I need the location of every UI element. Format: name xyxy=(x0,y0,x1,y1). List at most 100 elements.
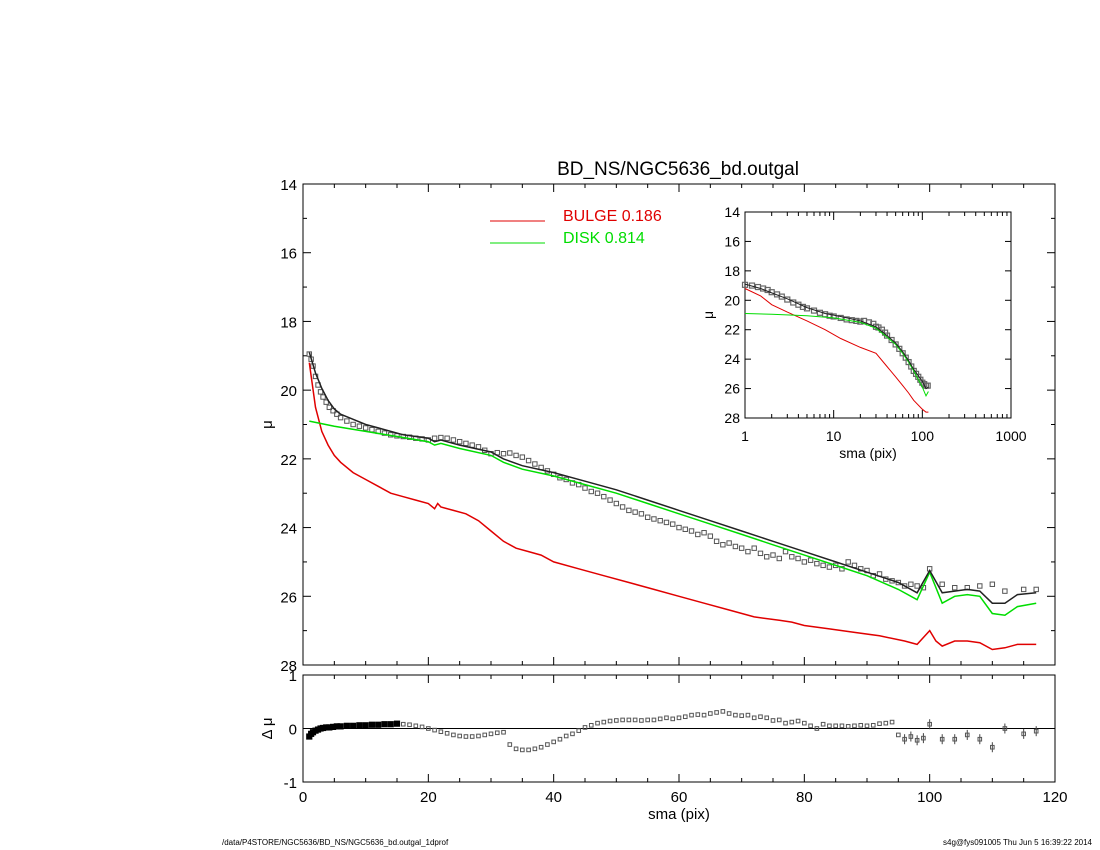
residual-point xyxy=(381,721,388,728)
residual-point xyxy=(513,746,519,752)
y-tick-label: 18 xyxy=(724,263,740,279)
residual-point xyxy=(789,719,795,725)
residual-point xyxy=(651,717,657,723)
y-tick-label: 26 xyxy=(280,589,297,606)
inset-data-point xyxy=(837,314,844,322)
y-tick-label: 0 xyxy=(289,722,297,739)
data-point xyxy=(431,435,438,441)
residual-point xyxy=(1002,726,1008,731)
x-tick-label: 1 xyxy=(741,428,749,444)
inset-data-point xyxy=(830,313,837,320)
residual-point xyxy=(720,709,726,714)
inset-data-point xyxy=(921,381,928,388)
data-point xyxy=(726,540,732,546)
y-tick-label: 16 xyxy=(280,246,297,263)
residual-point xyxy=(814,726,820,731)
data-point xyxy=(820,562,826,569)
data-point xyxy=(619,504,626,510)
residual-point xyxy=(670,716,676,722)
y-tick-label: 28 xyxy=(280,658,297,675)
footer-timestamp: s4g@fys091005 Thu Jun 5 16:39:22 2014 xyxy=(943,838,1092,847)
x-tick-label: 10 xyxy=(826,428,842,444)
residual-point xyxy=(689,712,694,718)
data-point xyxy=(326,404,333,411)
residual-point xyxy=(977,736,983,742)
residual-point xyxy=(877,721,882,726)
residual-point xyxy=(407,722,412,728)
data-point xyxy=(444,435,450,441)
data-point xyxy=(613,500,620,507)
residual-point xyxy=(714,710,719,715)
residual-point xyxy=(833,723,838,729)
y-tick-label: 14 xyxy=(280,177,297,194)
data-point xyxy=(688,528,695,534)
series-line-model xyxy=(308,352,1037,604)
residual-point xyxy=(356,722,363,729)
residual-point xyxy=(921,735,926,741)
data-point xyxy=(337,414,344,421)
data-point xyxy=(989,581,996,587)
data-point xyxy=(632,509,638,515)
data-point xyxy=(362,425,369,431)
residual-point xyxy=(413,723,419,729)
residual-point xyxy=(545,742,550,747)
residual-point xyxy=(337,723,344,730)
y-axis-label: μ xyxy=(700,311,716,319)
y-tick-label: 18 xyxy=(280,314,297,331)
x-axis-label: sma (pix) xyxy=(839,445,897,461)
residual-point xyxy=(626,717,632,723)
data-point xyxy=(513,452,519,459)
residual-point xyxy=(733,712,738,718)
residual-point xyxy=(776,717,782,723)
data-point xyxy=(601,493,607,500)
residual-point xyxy=(343,722,350,729)
data-point xyxy=(977,583,983,589)
residual-point xyxy=(538,744,544,750)
data-point xyxy=(952,584,958,591)
residual-point xyxy=(726,711,732,716)
data-point xyxy=(507,450,513,456)
residual-point xyxy=(432,727,437,733)
residual-point xyxy=(438,729,444,735)
residual-point xyxy=(488,731,494,737)
residual-point xyxy=(457,733,462,739)
footer-file-path: /data/P4STORE/NGC5636/BD_NS/NGC5636_bd.o… xyxy=(222,838,449,847)
residual-point xyxy=(645,717,650,723)
residual-point xyxy=(639,718,644,723)
residual-point xyxy=(808,723,813,729)
data-point xyxy=(789,554,795,560)
data-point xyxy=(908,581,914,587)
data-point xyxy=(914,583,920,589)
x-tick-label: 100 xyxy=(911,428,935,444)
residual-point xyxy=(601,719,607,725)
residual-point xyxy=(939,736,945,742)
residual-point xyxy=(632,717,638,723)
data-point xyxy=(814,560,820,567)
residual-point xyxy=(494,730,500,736)
data-point xyxy=(795,555,801,562)
residual-point xyxy=(751,715,757,721)
data-point xyxy=(939,581,945,587)
data-point xyxy=(676,524,682,531)
residual-point xyxy=(1021,731,1026,737)
residual-point xyxy=(451,732,456,738)
residual-point xyxy=(387,721,394,728)
residual-point xyxy=(419,724,425,730)
residual-point xyxy=(664,715,669,721)
data-point xyxy=(901,583,908,589)
data-point xyxy=(356,423,363,429)
data-point xyxy=(1020,586,1027,593)
x-tick-label: 20 xyxy=(420,789,437,806)
x-tick-label: 40 xyxy=(545,789,562,806)
data-point xyxy=(764,554,770,560)
y-tick-label: 20 xyxy=(280,383,297,400)
data-point xyxy=(463,440,469,447)
residual-point xyxy=(758,714,763,720)
data-point xyxy=(770,552,776,558)
x-tick-label: 0 xyxy=(299,789,307,806)
data-point xyxy=(323,399,329,405)
legend: BULGE 0.186 DISK 0.814 xyxy=(490,208,662,247)
residual-point xyxy=(570,731,575,737)
residual-point xyxy=(501,729,506,735)
residual-point xyxy=(576,728,582,733)
